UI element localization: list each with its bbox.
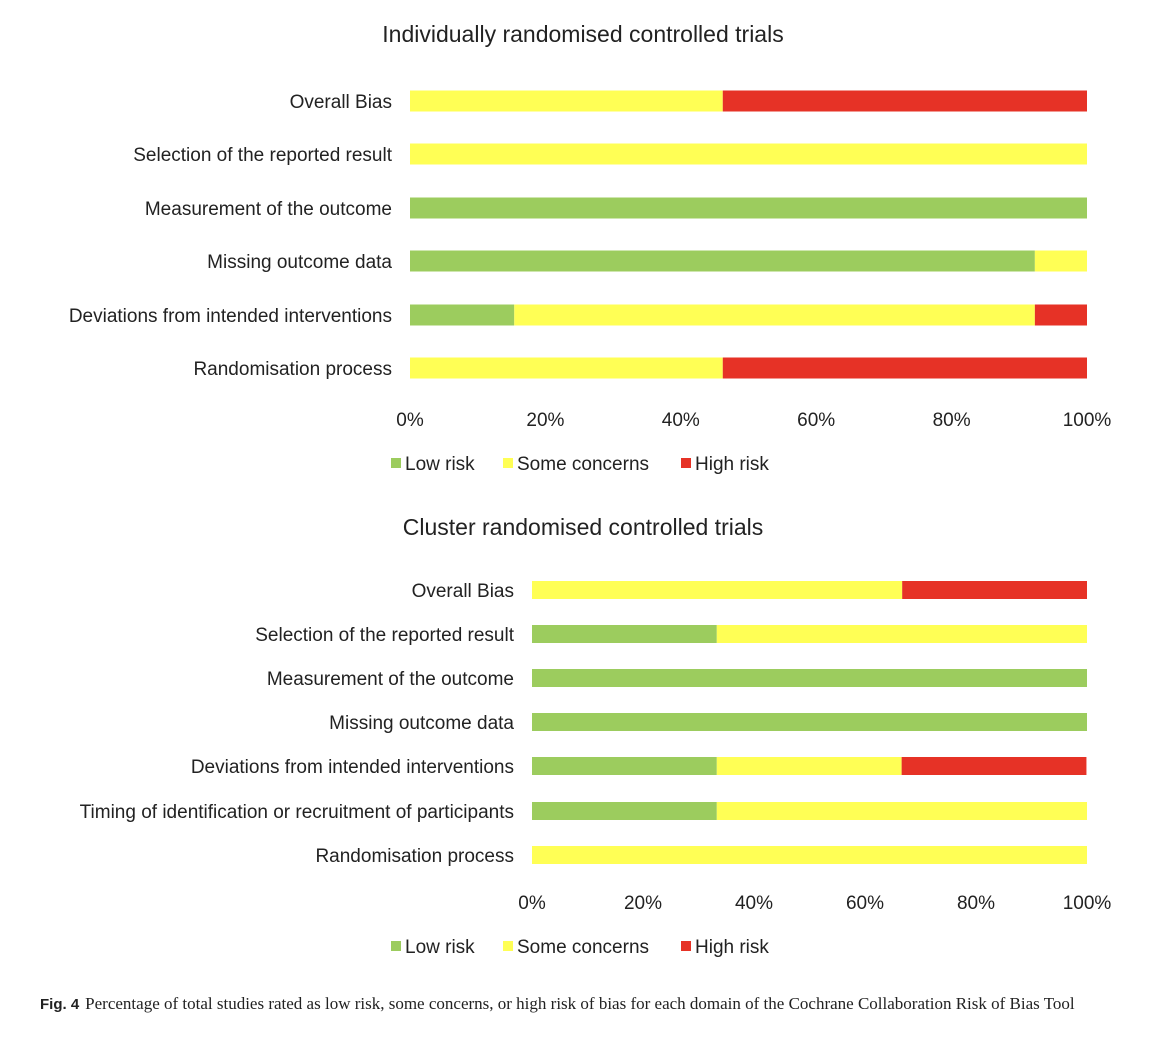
cluster-category-label: Overall Bias xyxy=(412,581,514,602)
cluster-legend-swatch-high xyxy=(681,941,691,951)
cluster-bar-low xyxy=(532,625,717,643)
figure-caption: Fig. 4 Percentage of total studies rated … xyxy=(40,992,1130,1017)
cluster-category-label: Selection of the reported result xyxy=(255,625,514,646)
individual-legend-label-low: Low risk xyxy=(405,454,475,475)
cluster-category-label: Deviations from intended interventions xyxy=(191,757,514,778)
cluster-x-tick-label: 100% xyxy=(1063,893,1112,914)
individual-x-tick-label: 20% xyxy=(526,410,564,431)
individual-bar-some xyxy=(410,357,723,379)
cluster-legend-label-high: High risk xyxy=(695,937,769,958)
individual-category-label: Measurement of the outcome xyxy=(145,199,392,220)
cluster-bar-some xyxy=(716,802,1087,820)
cluster-bar-some xyxy=(532,846,1087,864)
individual-legend-swatch-low xyxy=(391,458,401,468)
cluster-legend-label-some: Some concerns xyxy=(517,937,649,958)
individual-x-tick-label: 0% xyxy=(396,410,424,431)
individual-bar-low xyxy=(410,197,1087,219)
cluster-bar-some xyxy=(716,625,1087,643)
cluster-bar-high xyxy=(901,757,1087,775)
individual-category-label: Deviations from intended interventions xyxy=(69,306,392,327)
individual-bar-low xyxy=(410,250,1035,272)
individual-bar-some xyxy=(410,90,723,112)
individual-x-tick-label: 40% xyxy=(662,410,700,431)
cluster-bar-some xyxy=(716,757,902,775)
individual-category-label: Overall Bias xyxy=(290,92,392,113)
cluster-x-tick-label: 20% xyxy=(624,893,662,914)
individual-bar-high xyxy=(1034,304,1087,326)
individual-legend-swatch-high xyxy=(681,458,691,468)
cluster-bar-low xyxy=(532,713,1087,731)
individual-category-label: Randomisation process xyxy=(193,359,392,380)
individual-bar-some xyxy=(1034,250,1087,272)
individual-bar-some xyxy=(410,143,1087,165)
individual-bar-high xyxy=(722,357,1087,379)
individual-legend-label-high: High risk xyxy=(695,454,769,475)
cluster-x-tick-label: 0% xyxy=(518,893,546,914)
individual-bar-high xyxy=(722,90,1087,112)
figure-caption-text: Percentage of total studies rated as low… xyxy=(85,994,1075,1013)
individual-category-label: Missing outcome data xyxy=(207,252,392,273)
cluster-bar-low xyxy=(532,802,717,820)
cluster-x-tick-label: 40% xyxy=(735,893,773,914)
cluster-chart-title: Cluster randomised controlled trials xyxy=(403,514,764,540)
individual-chart-title: Individually randomised controlled trial… xyxy=(382,21,783,47)
cluster-bar-low xyxy=(532,669,1087,687)
individual-bar-low xyxy=(410,304,515,326)
cluster-x-tick-label: 60% xyxy=(846,893,884,914)
individual-x-tick-label: 60% xyxy=(797,410,835,431)
individual-category-label: Selection of the reported result xyxy=(133,145,392,166)
figure-caption-label: Fig. 4 xyxy=(40,996,80,1013)
cluster-legend-label-low: Low risk xyxy=(405,937,475,958)
cluster-category-label: Timing of identification or recruitment … xyxy=(80,802,514,823)
cluster-legend-swatch-low xyxy=(391,941,401,951)
cluster-category-label: Missing outcome data xyxy=(329,713,514,734)
cluster-category-label: Measurement of the outcome xyxy=(267,669,514,690)
cluster-category-label: Randomisation process xyxy=(315,846,514,867)
cluster-bar-high xyxy=(902,581,1087,599)
individual-legend-swatch-some xyxy=(503,458,513,468)
individual-x-tick-label: 80% xyxy=(933,410,971,431)
individual-legend-label-some: Some concerns xyxy=(517,454,649,475)
individual-bar-some xyxy=(514,304,1035,326)
cluster-legend-swatch-some xyxy=(503,941,513,951)
cluster-x-tick-label: 80% xyxy=(957,893,995,914)
individual-x-tick-label: 100% xyxy=(1063,410,1112,431)
cluster-bar-low xyxy=(532,757,717,775)
cluster-bar-some xyxy=(532,581,903,599)
